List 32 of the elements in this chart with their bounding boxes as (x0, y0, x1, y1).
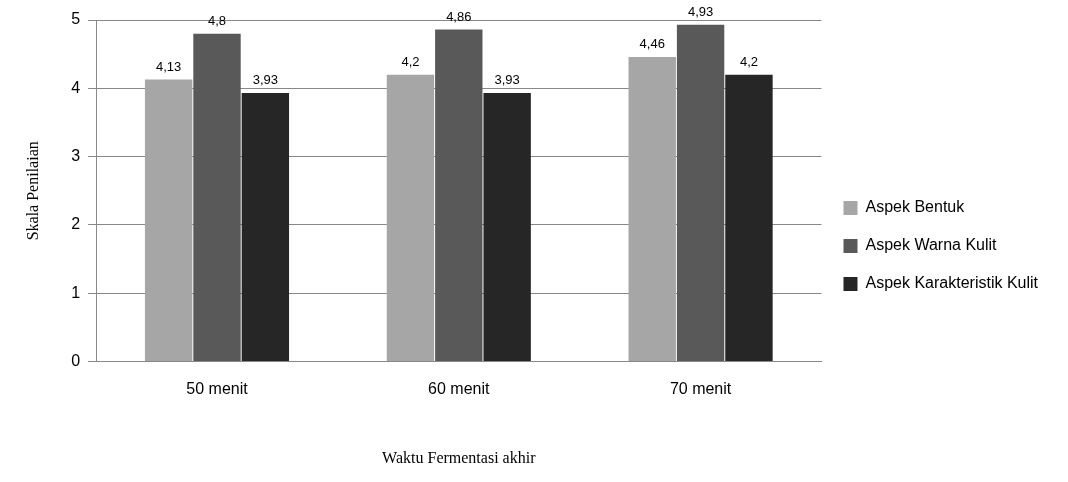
data-label: 4,46 (639, 35, 665, 51)
y-tick-label: 3 (71, 147, 81, 165)
x-axis-title: Waktu Fermentasi akhir (382, 448, 537, 466)
legend-label: Aspek Karakteristik Kulit (865, 274, 1039, 292)
x-tick-label: 70 menit (669, 379, 732, 397)
bar (435, 29, 483, 362)
legend-label: Aspek Bentuk (865, 198, 966, 216)
bar (241, 93, 290, 362)
y-tick-label: 5 (71, 10, 81, 28)
data-label: 3,93 (494, 72, 520, 88)
data-label: 3,93 (252, 72, 279, 88)
bar (676, 24, 725, 362)
legend-label: Aspek Warna Kulit (865, 236, 998, 254)
y-axis-title: Skala Penilaian (23, 141, 41, 241)
y-tick-label: 4 (71, 78, 81, 96)
data-label: 4,93 (687, 3, 714, 19)
bar (386, 74, 435, 362)
y-tick-label: 2 (71, 215, 81, 233)
y-tick-label: 1 (71, 283, 81, 301)
bar (144, 79, 193, 362)
y-tick-label: 0 (71, 352, 81, 370)
bar (628, 56, 676, 362)
bar (193, 33, 241, 362)
data-label: 4,86 (446, 8, 472, 24)
data-label: 4,8 (207, 12, 227, 28)
data-label: 4,2 (401, 53, 420, 69)
data-label: 4,13 (155, 58, 182, 74)
x-tick-label: 60 menit (428, 379, 491, 397)
bar (483, 93, 531, 362)
x-tick-label: 50 menit (186, 379, 249, 397)
bar (725, 74, 773, 362)
data-label: 4,2 (739, 53, 758, 69)
